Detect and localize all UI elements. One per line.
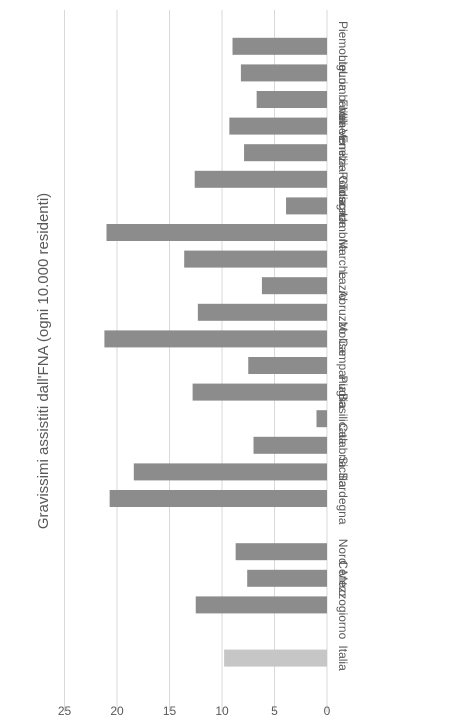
- category-label-italia: Italia: [336, 645, 350, 671]
- tick-label-5: 5: [271, 704, 278, 718]
- bar-calabria: [253, 436, 327, 454]
- bar-emilia-romagna: [194, 170, 327, 188]
- category-label-centro: Centro: [336, 560, 350, 596]
- category-label-calabria: Calabria: [336, 423, 350, 468]
- tick-label-25: 25: [58, 704, 72, 718]
- bar-veneto: [229, 117, 327, 135]
- category-label-molise: Molise: [336, 322, 350, 357]
- tick-label-10: 10: [215, 704, 229, 718]
- bar-abruzzo: [197, 303, 327, 321]
- category-label-lombardia: Lombardia: [336, 71, 350, 128]
- value-tick-labels: 0 5 10 15 20 25: [58, 704, 331, 718]
- tick-label-15: 15: [163, 704, 177, 718]
- tick-label-20: 20: [110, 704, 124, 718]
- bar-campania: [248, 357, 327, 374]
- category-label-piemonte: Piemonte: [336, 21, 350, 72]
- category-label-basilicata: Basilicata: [336, 393, 350, 445]
- bar-basilicata: [316, 410, 327, 428]
- category-labels: PiemonteLiguriaLombardiaVenetoFriuli-Ven…: [336, 21, 350, 671]
- bar-mezzogiorno: [195, 596, 327, 614]
- category-label-toscana: Toscana: [336, 184, 350, 229]
- category-label-sardegna: Sardegna: [336, 472, 350, 524]
- category-label-marche: Marche: [336, 239, 350, 279]
- bar-liguria: [240, 64, 327, 82]
- category-label-abruzzo: Abruzzo: [336, 290, 350, 334]
- category-label-liguria: Liguria: [336, 55, 350, 91]
- bar-toscana: [286, 197, 327, 215]
- bar-lazio: [261, 277, 327, 295]
- bar-sicilia: [133, 463, 327, 481]
- plot-area: PiemonteLiguriaLombardiaVenetoFriuli-Ven…: [35, 10, 350, 718]
- bar-italia: [224, 649, 327, 667]
- bar-piemonte: [232, 37, 327, 55]
- category-label-emilia-romagna: Emilia-Romagna: [336, 135, 350, 224]
- category-label-sicilia: Sicilia: [336, 456, 350, 488]
- category-label-lazio: Lazio: [336, 271, 350, 300]
- tick-label-0: 0: [324, 704, 331, 718]
- category-label-umbria: Umbria: [336, 213, 350, 252]
- bar-nord: [235, 543, 327, 561]
- bar-friuli-venezia-giulia: [244, 144, 327, 162]
- category-label-campania: Campania: [336, 338, 350, 393]
- bar-marche: [184, 250, 327, 268]
- category-label-veneto: Veneto: [336, 107, 350, 145]
- bar-puglia: [192, 383, 327, 401]
- category-label-mezzogiorno: Mezzogiorno: [336, 571, 350, 640]
- bar-umbria: [106, 224, 327, 241]
- bars: [104, 37, 327, 667]
- bar-molise: [104, 330, 327, 348]
- bar-sardegna: [109, 490, 327, 507]
- bar-lombardia: [256, 91, 327, 108]
- category-label-puglia: Puglia: [336, 375, 350, 409]
- chart-title: Gravissimi assistiti dall'FNA (ogni 10.0…: [35, 193, 52, 529]
- bar-centro: [247, 569, 327, 587]
- category-label-nord: Nord: [336, 539, 350, 565]
- category-label-friuli-venezia-giulia: Friuli-Venezia Giulia: [336, 99, 350, 206]
